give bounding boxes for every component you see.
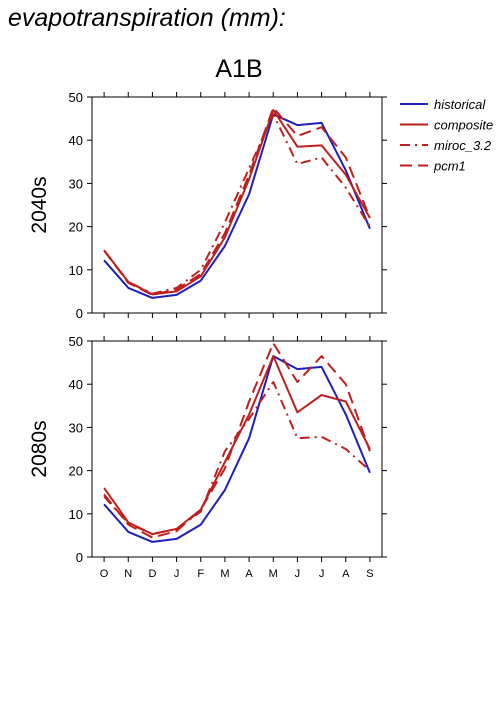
series-line-historical [103,355,371,543]
y-tick-label: 0 [76,306,83,321]
y-tick-label: 30 [69,420,83,435]
legend-entry: composite [434,118,493,133]
panel-label: 2080s [28,420,51,477]
y-tick-label: 10 [69,263,83,278]
y-tick-label: 30 [69,176,83,191]
x-tick-label: F [197,568,204,580]
scenario-title: A1B [215,55,263,83]
x-tick-label: N [124,568,132,580]
legend-entry: miroc_3.2 [434,138,492,153]
series-line-miroc_3.2 [103,381,371,536]
x-tick-label: M [269,568,278,580]
x-tick-label: M [220,568,229,580]
x-tick-label: O [100,568,109,580]
legend-entry: pcm1 [433,159,466,174]
y-tick-label: 50 [69,90,83,105]
x-tick-label: J [319,568,325,580]
series-line-miroc_3.2 [103,113,371,295]
y-tick-label: 50 [69,334,83,349]
plot-frame [91,340,383,558]
panel-label: 2040s [28,176,51,233]
series-line-pcm1 [103,106,371,296]
y-tick-label: 40 [69,377,83,392]
y-tick-label: 40 [69,133,83,148]
x-tick-label: A [245,568,253,580]
x-tick-label: J [295,568,301,580]
y-tick-label: 20 [69,220,83,235]
series-line-composite [103,355,371,536]
legend-entry: historical [434,97,486,112]
panel-2040s: 0 10 20 30 40 50 2040s [28,90,387,321]
x-tick-label: J [174,568,180,580]
plot-frame [91,96,383,314]
y-tick-label: 10 [69,507,83,522]
y-tick-label: 20 [69,464,83,479]
legend: historical composite miroc_3.2 pcm1 [400,97,493,174]
panel-2080s: 0 10 20 30 40 50 O N D J F M A M J J A S 2080s [28,334,387,580]
x-tick-label: D [148,568,156,580]
series-line-pcm1 [103,342,371,539]
page-title: evapotranspiration (mm): [8,4,286,32]
x-tick-label: A [342,568,350,580]
x-tick-label: S [366,568,373,580]
y-tick-label: 0 [76,550,83,565]
